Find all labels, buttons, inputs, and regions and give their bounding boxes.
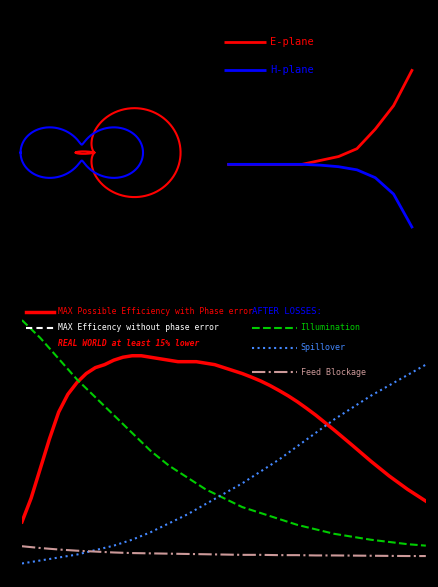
Text: MAX Efficency without phase error: MAX Efficency without phase error <box>58 323 219 332</box>
Text: Feed Blockage: Feed Blockage <box>300 368 365 377</box>
Text: E-plane: E-plane <box>269 36 313 46</box>
Text: Illumination: Illumination <box>300 323 360 332</box>
Text: AFTER LOSSES:: AFTER LOSSES: <box>251 307 321 316</box>
Text: REAL WORLD at least 15% lower: REAL WORLD at least 15% lower <box>58 339 199 349</box>
Text: H-plane: H-plane <box>269 65 313 75</box>
Text: MAX Possible Efficiency with Phase error: MAX Possible Efficiency with Phase error <box>58 307 253 316</box>
Text: Spillover: Spillover <box>300 343 345 352</box>
